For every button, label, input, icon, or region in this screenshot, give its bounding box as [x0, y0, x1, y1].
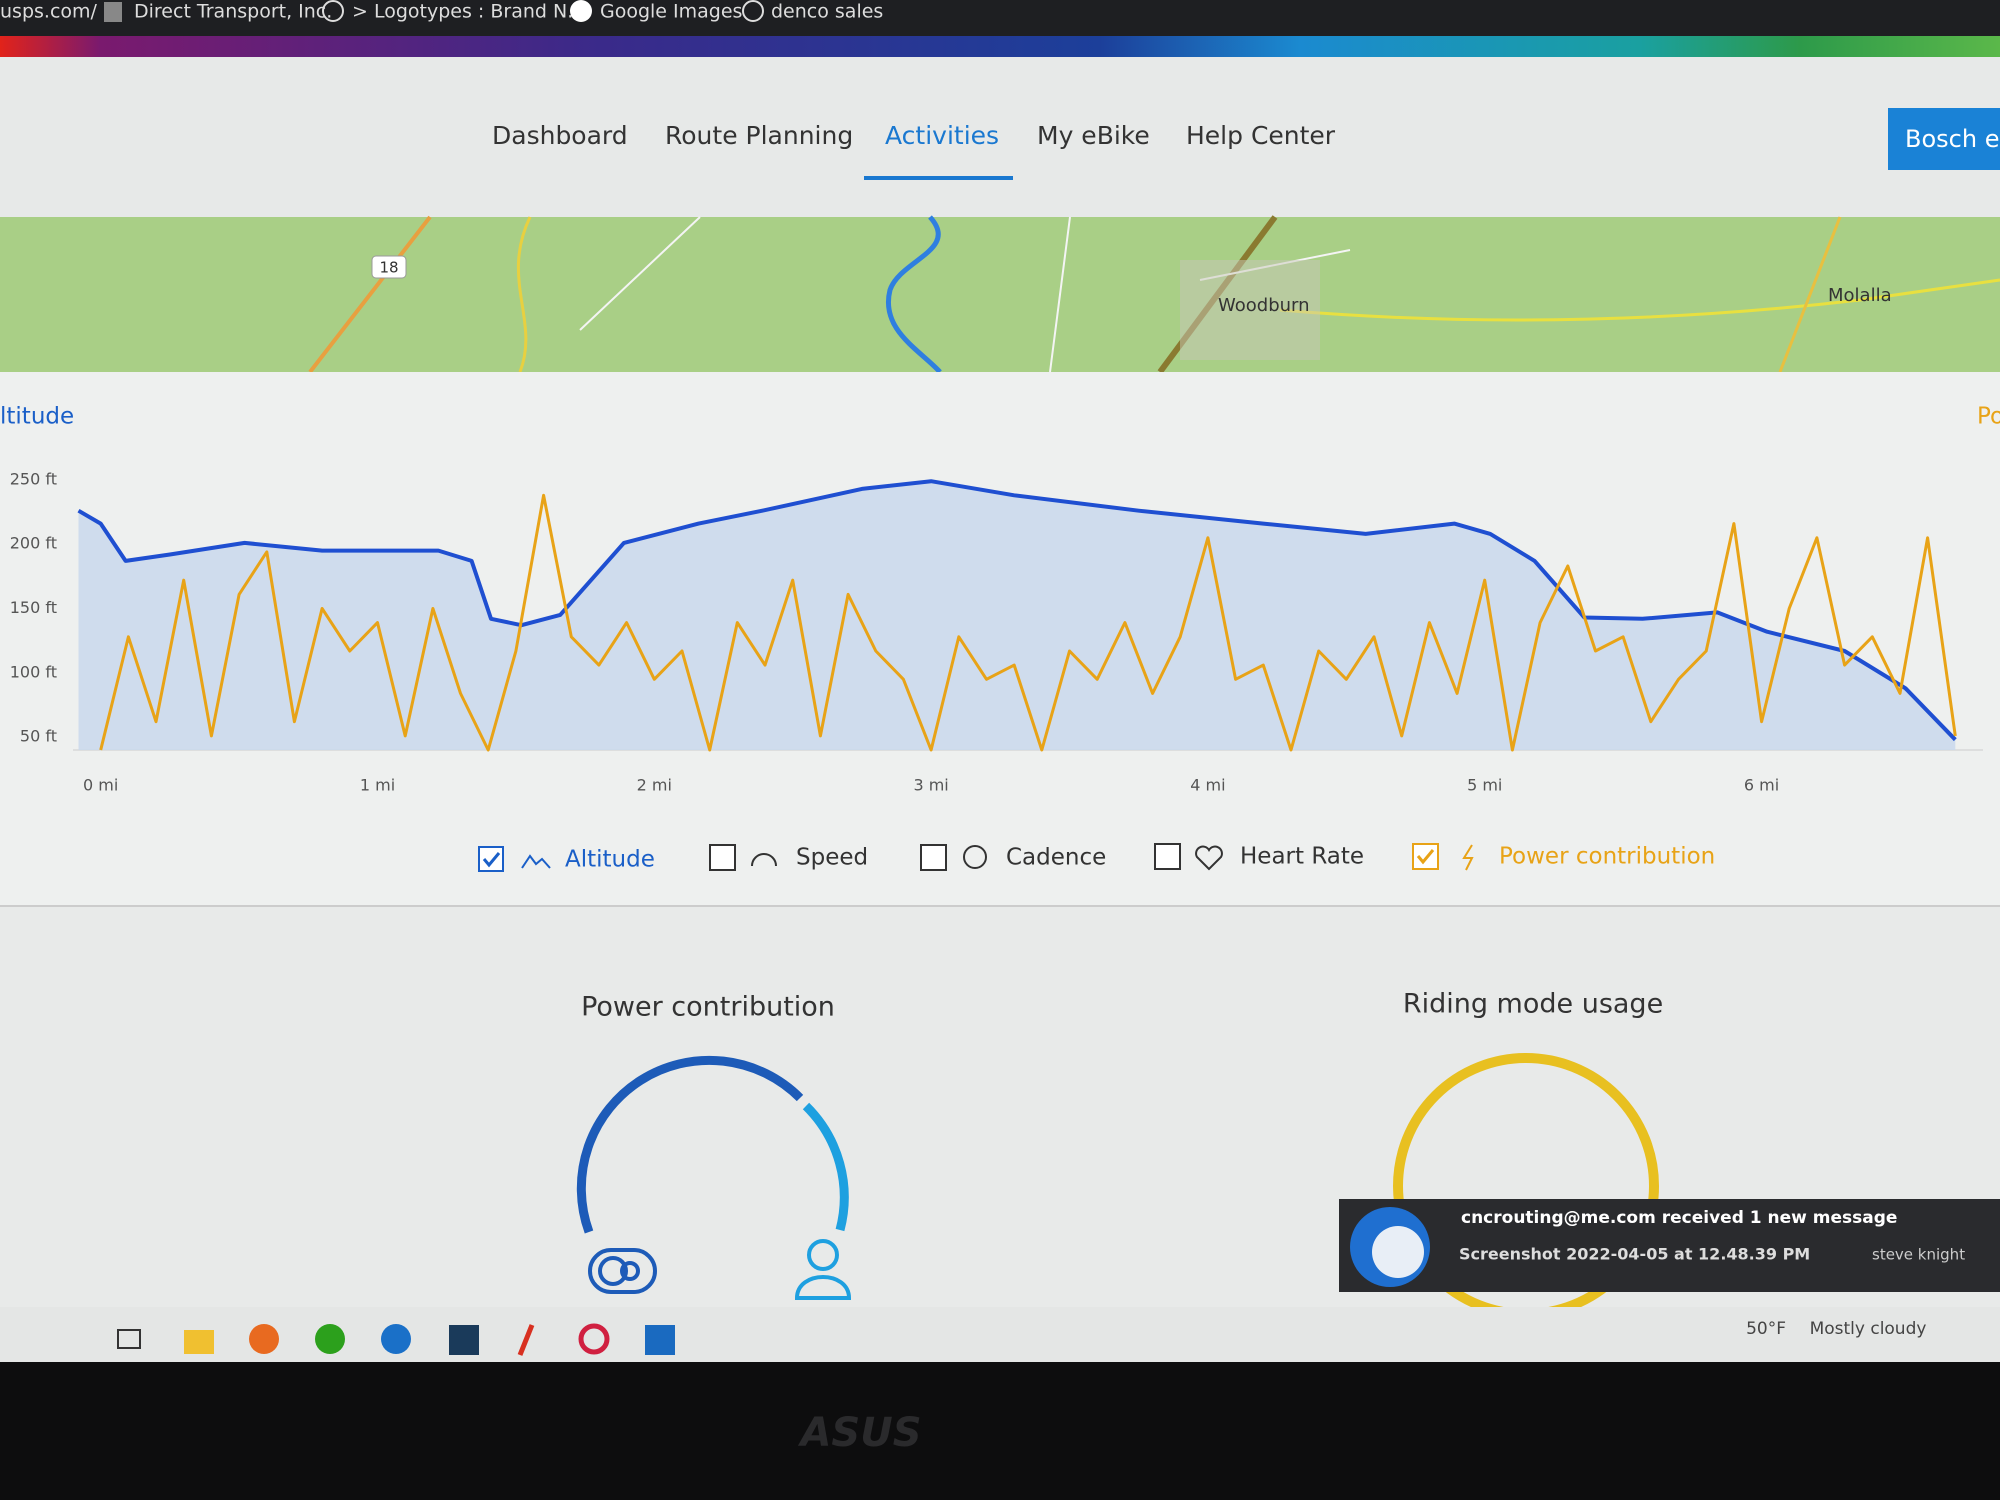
y-tick-label: 200 ft — [10, 534, 57, 553]
motor-icon — [588, 1248, 657, 1294]
nav-link[interactable]: Dashboard — [492, 121, 628, 150]
brand-strip — [0, 36, 2000, 57]
legend-checkbox[interactable] — [1154, 843, 1181, 870]
map-label: 18 — [379, 259, 398, 277]
legend: Altitude Speed Cadence Heart Rate Power … — [478, 843, 1715, 873]
y-tick-label: 50 ft — [20, 727, 57, 746]
bookmark[interactable]: denco sales — [771, 1, 883, 23]
map-label: Woodburn — [1218, 295, 1310, 316]
panel-title: Power contribution — [581, 992, 835, 1023]
bookmark-icon — [322, 0, 344, 22]
notification-title: cncrouting@me.com received 1 new message — [1461, 1208, 1897, 1228]
x-tick-label: 2 mi — [637, 776, 672, 795]
bookmark[interactable]: Google Images — [600, 1, 742, 23]
legend-label[interactable]: Speed — [796, 845, 868, 871]
monitor-bezel — [0, 1362, 2000, 1500]
x-tick-label: 3 mi — [913, 776, 948, 795]
map-shield — [371, 255, 407, 279]
weather-condition[interactable]: Mostly cloudy — [1810, 1319, 1927, 1339]
bookmark-icon — [742, 0, 764, 22]
area — [78, 481, 1956, 750]
check-mark — [482, 852, 501, 868]
legend-label[interactable]: Power contribution — [1499, 844, 1715, 870]
chart-title: ltitude — [0, 404, 74, 430]
bookmark[interactable]: Direct Transport, Inc. — [134, 1, 332, 23]
panel-title: Riding mode usage — [1403, 989, 1663, 1020]
x-tick-label: 4 mi — [1190, 776, 1225, 795]
nav-link[interactable]: My eBike — [1037, 121, 1150, 150]
legend-checkbox-checked[interactable] — [1412, 843, 1439, 870]
bookmark-icon — [104, 2, 122, 22]
weather-temp[interactable]: 50°F — [1746, 1319, 1786, 1339]
nav-link-active[interactable]: Activities — [885, 121, 999, 150]
header-button-label[interactable]: Bosch el — [1905, 125, 2000, 153]
map[interactable] — [0, 217, 2000, 372]
line — [77, 479, 1957, 742]
bookmarks-bar — [0, 0, 2000, 36]
check-mark — [1416, 849, 1435, 865]
bookmark[interactable]: usps.com/ — [0, 1, 98, 23]
x-tick-label: 5 mi — [1467, 776, 1502, 795]
line — [99, 493, 1957, 752]
nav-link[interactable]: Help Center — [1186, 121, 1336, 150]
map-features — [308, 215, 2000, 374]
x-tick-label: 0 mi — [83, 776, 118, 795]
heart-icon — [1195, 845, 1223, 871]
y2-axis-title: Po — [1977, 404, 2000, 430]
legend-checkbox[interactable] — [920, 844, 947, 871]
gauge-arc-rider — [802, 1102, 849, 1232]
header-button[interactable] — [1888, 108, 2000, 170]
y-tick-label: 100 ft — [10, 662, 57, 681]
taskbar-icons[interactable] — [117, 1323, 675, 1356]
legend-label[interactable]: Cadence — [1006, 845, 1106, 871]
notification[interactable] — [1339, 1199, 2000, 1292]
bookmark-icon — [570, 0, 592, 22]
cadence-icon — [963, 845, 987, 869]
bookmark[interactable]: > Logotypes : Brand N... — [352, 1, 585, 23]
legend-label[interactable]: Heart Rate — [1240, 844, 1364, 870]
header — [0, 57, 2000, 217]
legend-checkbox[interactable] — [709, 844, 736, 871]
altitude-icon — [521, 854, 551, 869]
nav-link[interactable]: Route Planning — [665, 121, 853, 150]
power-icon — [1462, 844, 1474, 871]
y-tick-label: 250 ft — [10, 469, 57, 488]
speed-icon — [751, 853, 777, 867]
rider-icon — [794, 1239, 852, 1300]
notification-icon-inner — [1372, 1226, 1424, 1278]
x-tick-label: 1 mi — [360, 776, 395, 795]
plot: 50 ft 100 ft 150 ft 200 ft 250 ft 0 mi 1 mi 2 m… — [10, 469, 1983, 795]
map-label: Molalla — [1828, 285, 1892, 306]
notification-body: Screenshot 2022-04-05 at 12.48.39 PM — [1459, 1245, 1810, 1264]
y-tick-label: 150 ft — [10, 598, 57, 617]
legend-checkbox-checked[interactable] — [478, 846, 504, 872]
gauge-arc-motor — [576, 1055, 804, 1234]
taskbar — [0, 1307, 2000, 1362]
legend-label[interactable]: Altitude — [565, 847, 655, 873]
monitor-brand: ASUS — [797, 1410, 921, 1456]
notification-sender: steve knight — [1872, 1246, 1965, 1264]
nav-underline — [864, 176, 1013, 180]
x-tick-label: 6 mi — [1744, 776, 1779, 795]
